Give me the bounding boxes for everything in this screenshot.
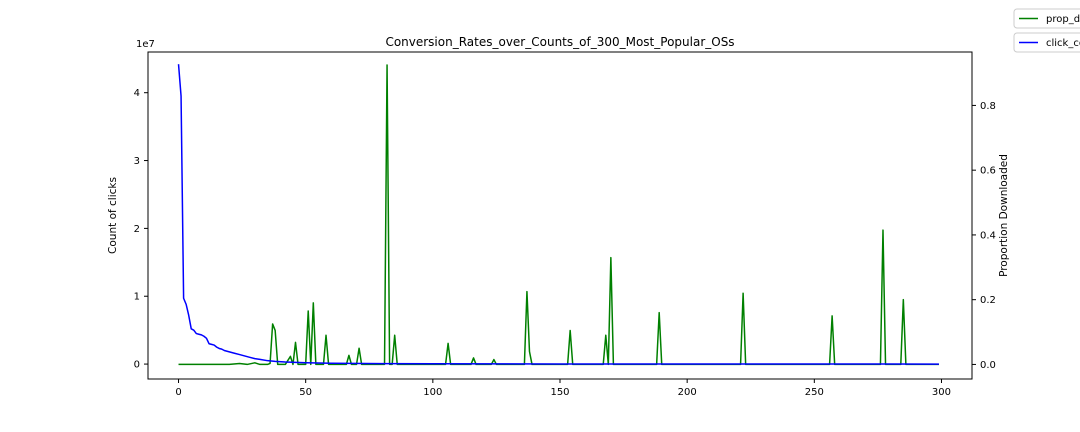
left-y-tick-label: 1 [134,292,140,303]
x-tick-label: 300 [932,387,951,398]
right-y-tick-label: 0.8 [980,101,996,112]
plot-lines [177,64,939,366]
left-y-tick-label: 2 [134,224,140,235]
right-y-tick-label: 0.4 [980,230,996,241]
legend-entry-box [1013,32,1080,53]
x-tick-label: 100 [423,387,442,398]
left-y-axis-label: Count of clicks [107,177,119,254]
left-y-tick-label: 4 [134,88,140,99]
x-axis-ticks: 0 50 100 150 200 250 300 [175,379,951,398]
x-tick-label: 200 [678,387,697,398]
left-y-axis-ticks: 0 1 2 3 4 [134,88,148,371]
right-y-tick-label: 0.0 [980,360,996,371]
series-line-click_co [177,64,939,365]
legend-entry-box [1013,8,1080,29]
left-y-tick-label: 0 [134,360,140,371]
x-tick-label: 150 [550,387,569,398]
x-tick-label: 250 [805,387,824,398]
right-y-axis-label: Proportion Downloaded [998,154,1010,277]
left-y-tick-label: 3 [134,156,140,167]
left-axis-scale-label: 1e7 [136,39,155,50]
right-y-tick-label: 0.2 [980,295,996,306]
series-line-prop_d [178,64,939,366]
legend-label-prop_d: prop_d [1046,14,1080,25]
legend-label-click_co: click_co [1046,38,1080,49]
legend: prop_d click_co [1013,8,1080,53]
right-y-tick-label: 0.6 [980,166,996,177]
right-y-axis-ticks: 0.0 0.2 0.4 0.6 0.8 [972,101,996,371]
chart-title: Conversion_Rates_over_Counts_of_300_Most… [385,35,734,49]
x-tick-label: 0 [175,387,181,398]
x-tick-label: 50 [299,387,312,398]
